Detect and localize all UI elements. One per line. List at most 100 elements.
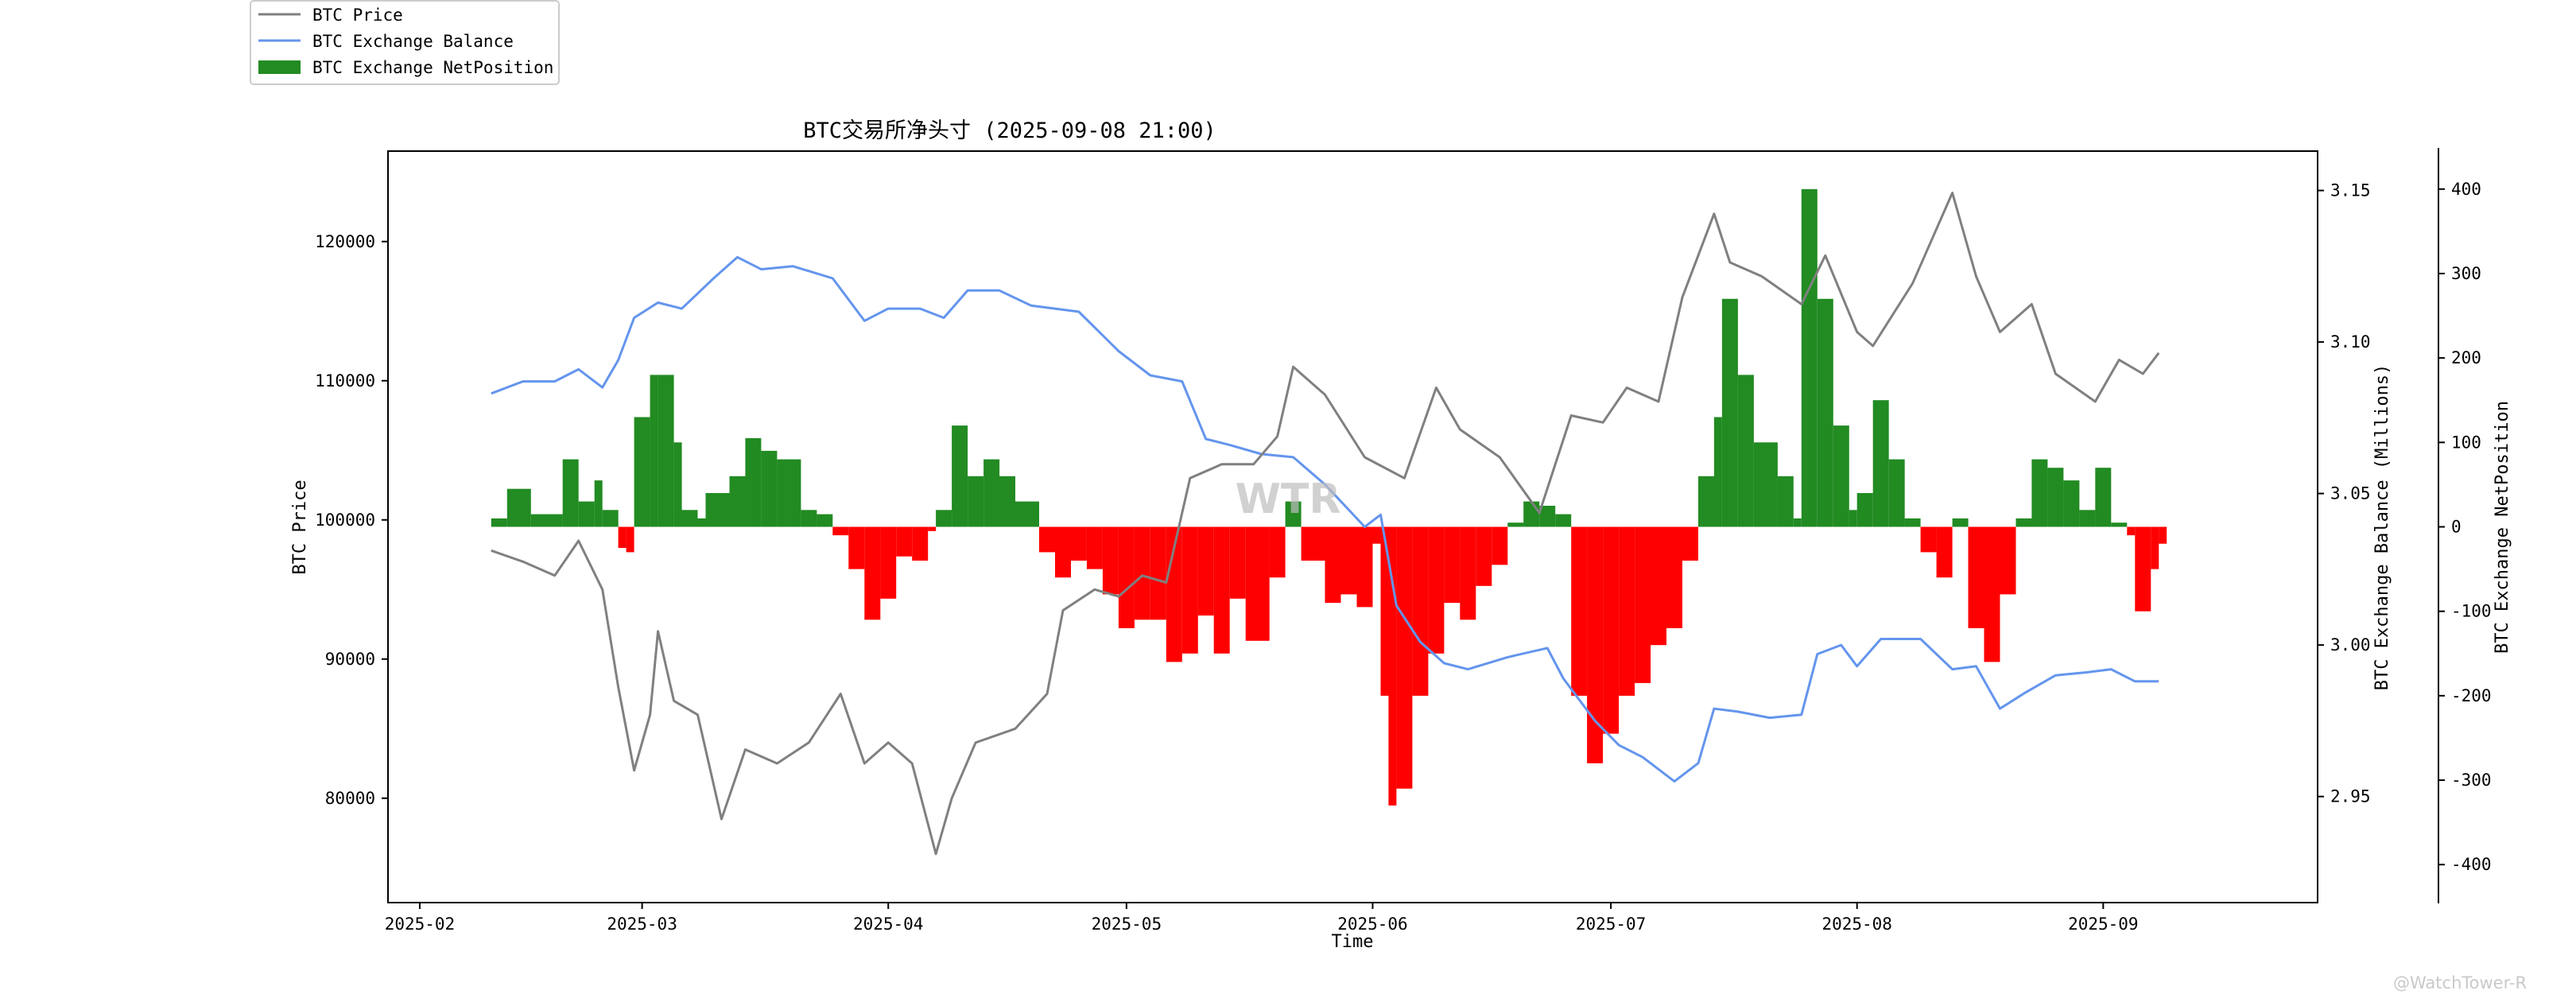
price-tick-label: 80000 [325,789,375,808]
netposition-axis-label: BTC Exchange NetPosition [2493,401,2512,654]
netposition-bar [506,488,531,527]
netposition-bar [562,459,579,527]
netposition-bar [1039,526,1055,553]
netposition-bar [1920,526,1937,553]
netposition-bar [1396,526,1413,789]
legend-label-price: BTC Price [312,6,403,25]
price-axis-label: BTC Price [290,480,310,574]
netposition-bar [1666,526,1682,628]
netposition-bar [2135,526,2151,612]
netposition-bar [1476,526,1492,586]
netposition-tick-label: 0 [2451,518,2462,537]
netposition-tick-label: -300 [2451,771,2492,790]
netposition-bar [594,480,603,527]
netposition-bar [1737,375,1754,527]
netposition-bar [1952,518,1969,527]
x-tick-label: 2025-02 [385,915,456,934]
netposition-axis-ticks: 400 300 200 100 0 -100 -200 -300 -400 [2438,180,2492,874]
netposition-tick-label: 400 [2451,180,2481,199]
netposition-tick-label: 200 [2451,348,2481,367]
netposition-bar [2047,468,2064,527]
netposition-bar [1118,526,1135,628]
netposition-bar [1086,526,1103,569]
netposition-bar [817,514,833,527]
x-tick-label: 2025-04 [853,915,924,934]
netposition-bar [2127,526,2136,536]
legend: BTC Price BTC Exchange Balance BTC Excha… [250,0,560,85]
netposition-bar [1380,526,1389,696]
netposition-bar [1444,526,1461,604]
chart-title: BTC交易所净头寸 (2025-09-08 21:00) [803,118,1216,143]
netposition-bar [1817,298,1833,527]
netposition-bar [1150,526,1166,620]
netposition-bar [2111,522,2128,527]
netposition-bar [1555,514,1572,527]
netposition-bar [936,510,952,527]
netposition-bar [1412,526,1429,696]
netposition-bar [801,510,817,527]
netposition-bar [530,514,563,527]
netposition-bar [2159,526,2167,544]
netposition-bar [1619,526,1635,696]
x-axis-label: Time [1332,932,1374,952]
price-tick-label: 100000 [315,511,375,530]
netposition-tick-label: 100 [2451,433,2481,452]
netposition-bar [1793,518,1802,527]
netposition-tick-label: 300 [2451,264,2481,283]
netposition-bar [1888,459,1905,527]
netposition-bar [2063,480,2080,527]
netposition-bar [1777,476,1794,527]
plot-frame [387,150,2318,903]
price-line [491,192,2160,856]
netposition-bar [1372,526,1381,544]
netposition-bar [1507,522,1524,527]
netposition-bar [1713,417,1722,527]
netposition-bar [1356,526,1373,608]
balance-tick-label: 3.05 [2330,484,2371,503]
netposition-bar [673,442,682,527]
balance-tick-label: 3.15 [2330,181,2371,200]
netposition-bar [618,526,627,548]
netposition-bar [1698,476,1714,527]
netposition-bar [1856,493,1873,527]
netposition-bar [1428,526,1445,654]
netposition-bar [1055,526,1071,578]
netposition-bar [650,375,658,527]
balance-tick-label: 2.95 [2330,787,2371,806]
price-tick-label: 120000 [315,232,375,251]
netposition-bar [1904,518,1921,527]
netposition-bar [729,476,746,527]
netposition-bar [1721,298,1738,527]
netposition-bar [1801,188,1818,527]
netposition-bar [777,459,801,527]
netposition-bar [848,526,865,569]
netposition-bar [1523,501,1540,527]
netposition-bar [1587,526,1604,763]
x-tick-label: 2025-07 [1576,915,1647,934]
netposition-bar [2015,518,2032,527]
netposition-bar [1245,526,1270,641]
netposition-bar [578,501,595,527]
netposition-bar [1285,501,1302,527]
netposition-bar [602,510,619,527]
netposition-bar [1833,425,1849,527]
netposition-bar [2151,526,2159,569]
netposition-bar [2031,459,2048,527]
balance-axis-ticks: 2.95 3.00 3.05 3.10 3.15 [2318,181,2371,806]
netposition-bar [681,510,698,527]
netposition-bar [952,425,968,527]
netposition-bar [1197,526,1214,616]
x-tick-label: 2025-03 [607,915,677,934]
netposition-bar [1603,526,1620,734]
legend-swatch-netposition [258,60,301,74]
x-tick-label: 2025-09 [2068,915,2139,934]
netposition-bar [832,526,849,536]
netposition-bar [864,526,881,620]
netposition-bar [745,438,762,527]
netposition-bar [1340,526,1357,595]
netposition-bar [1213,526,1230,654]
netposition-tick-label: -200 [2451,686,2492,705]
corner-watermark: @WatchTower-R [2393,973,2527,992]
netposition-bar [1181,526,1198,654]
